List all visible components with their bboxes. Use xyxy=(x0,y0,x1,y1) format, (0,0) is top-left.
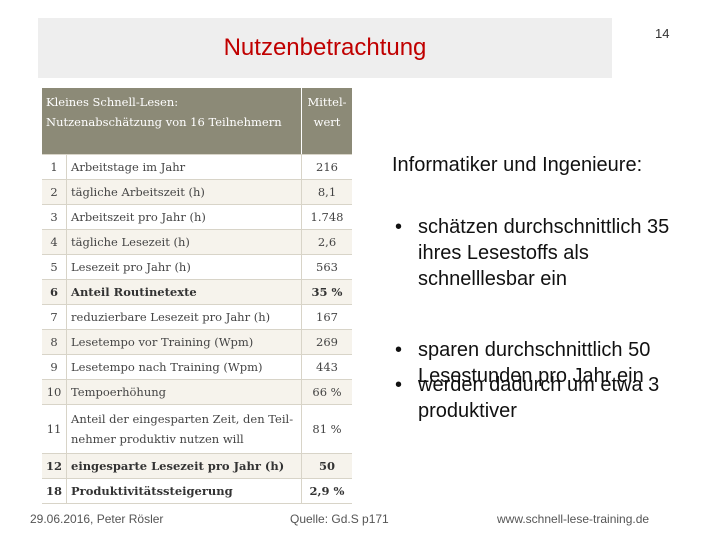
page-number: 14 xyxy=(655,26,670,41)
table-cell: 81 % xyxy=(301,404,352,454)
table-cell: 50 xyxy=(301,453,352,479)
bullet-text: schätzen durchschnittlich 35 ihres Leses… xyxy=(418,216,670,290)
table-header: Kleines Schnell-Lesen: Nutzenabschätzung… xyxy=(42,88,352,155)
bullet-icon: • xyxy=(395,374,403,396)
data-table: Kleines Schnell-Lesen: Nutzenabschätzung… xyxy=(42,88,352,504)
intro-text: Informatiker und Ingenieure: xyxy=(392,154,643,176)
table-row: 1 Arbeitstage im Jahr 216 xyxy=(42,154,352,180)
table-row: 2 tägliche Arbeitszeit (h) 8,1 xyxy=(42,179,352,205)
bullet-item: • schätzen durchschnittlich 35 ihres Lese… xyxy=(395,214,695,292)
table-cell: Lesetempo nach Training (Wpm) xyxy=(66,354,302,380)
table-cell: 3 xyxy=(42,204,67,230)
footer-source: Quelle: Gd.S p171 xyxy=(290,512,389,526)
table-cell: 8 xyxy=(42,329,67,355)
table-cell: 269 xyxy=(301,329,352,355)
bullet-item: • sparen durchschnittlich 50 Lesestunden … xyxy=(395,337,695,389)
bullet-item: • werden dadurch um etwa 3 produktiver xyxy=(395,372,695,424)
table-cell: 18 xyxy=(42,478,67,504)
table-row: 9 Lesetempo nach Training (Wpm) 443 xyxy=(42,354,352,380)
table-cell: 2,9 % xyxy=(301,478,352,504)
column-header: Kleines Schnell-Lesen: Nutzenabschätzung… xyxy=(42,88,302,155)
table-cell: 35 % xyxy=(301,279,352,305)
table-cell: 66 % xyxy=(301,379,352,405)
table-cell: Produktivitätssteigerung xyxy=(66,478,302,504)
table-row: 12 eingesparte Lesezeit pro Jahr (h) 50 xyxy=(42,453,352,479)
table-row: 6 Anteil Routinetexte 35 % xyxy=(42,279,352,305)
table-cell: Lesetempo vor Training (Wpm) xyxy=(66,329,302,355)
table-cell: 6 xyxy=(42,279,67,305)
table-row: 8 Lesetempo vor Training (Wpm) 269 xyxy=(42,329,352,355)
bullet-icon: • xyxy=(395,216,403,238)
table-row: 18 Produktivitätssteigerung 2,9 % xyxy=(42,478,352,504)
table-cell: 167 xyxy=(301,304,352,330)
table-cell: 5 xyxy=(42,254,67,280)
table-cell: Arbeitszeit pro Jahr (h) xyxy=(66,204,302,230)
table-cell: eingesparte Lesezeit pro Jahr (h) xyxy=(66,453,302,479)
table-cell: 10 xyxy=(42,379,67,405)
table-cell: 1.748 xyxy=(301,204,352,230)
table-row: 10 Tempoerhöhung 66 % xyxy=(42,379,352,405)
column-header: Mittel-wert xyxy=(301,88,352,155)
table-cell: 11 xyxy=(42,404,67,454)
table-cell: reduzierbare Lesezeit pro Jahr (h) xyxy=(66,304,302,330)
table-cell: tägliche Arbeitszeit (h) xyxy=(66,179,302,205)
table-row: 3 Arbeitszeit pro Jahr (h) 1.748 xyxy=(42,204,352,230)
table-cell: Anteil der eingesparten Zeit, den Teil-n… xyxy=(66,404,302,454)
bullet-text: werden dadurch um etwa 3 produktiver xyxy=(418,374,660,422)
table-cell: tägliche Lesezeit (h) xyxy=(66,229,302,255)
table-cell: Tempoerhöhung xyxy=(66,379,302,405)
table-row: 4 tägliche Lesezeit (h) 2,6 xyxy=(42,229,352,255)
footer-url: www.schnell-lese-training.de xyxy=(497,512,650,526)
slide-title: Nutzenbetrachtung xyxy=(223,34,427,61)
bullet-text: sparen durchschnittlich 50 Lesestunden p… xyxy=(418,339,651,387)
table-cell: 563 xyxy=(301,254,352,280)
table-cell: 9 xyxy=(42,354,67,380)
table-cell: Anteil Routinetexte xyxy=(66,279,302,305)
table-cell: 2 xyxy=(42,179,67,205)
table-row: 11 Anteil der eingesparten Zeit, den Teil… xyxy=(42,404,352,454)
table-cell: 2,6 xyxy=(301,229,352,255)
table-cell: Arbeitstage im Jahr xyxy=(66,154,302,180)
table-cell: 12 xyxy=(42,453,67,479)
table-cell: 443 xyxy=(301,354,352,380)
bullet-icon: • xyxy=(395,339,403,361)
footer-date: 29.06.2016, Peter Rösler xyxy=(30,512,164,526)
table-cell: 1 xyxy=(42,154,67,180)
header-band xyxy=(38,18,612,78)
table-cell: Lesezeit pro Jahr (h) xyxy=(66,254,302,280)
table-cell: 216 xyxy=(301,154,352,180)
table-row: 7 reduzierbare Lesezeit pro Jahr (h) 167 xyxy=(42,304,352,330)
table-cell: 8,1 xyxy=(301,179,352,205)
table-cell: 7 xyxy=(42,304,67,330)
table-row: 5 Lesezeit pro Jahr (h) 563 xyxy=(42,254,352,280)
table-cell: 4 xyxy=(42,229,67,255)
